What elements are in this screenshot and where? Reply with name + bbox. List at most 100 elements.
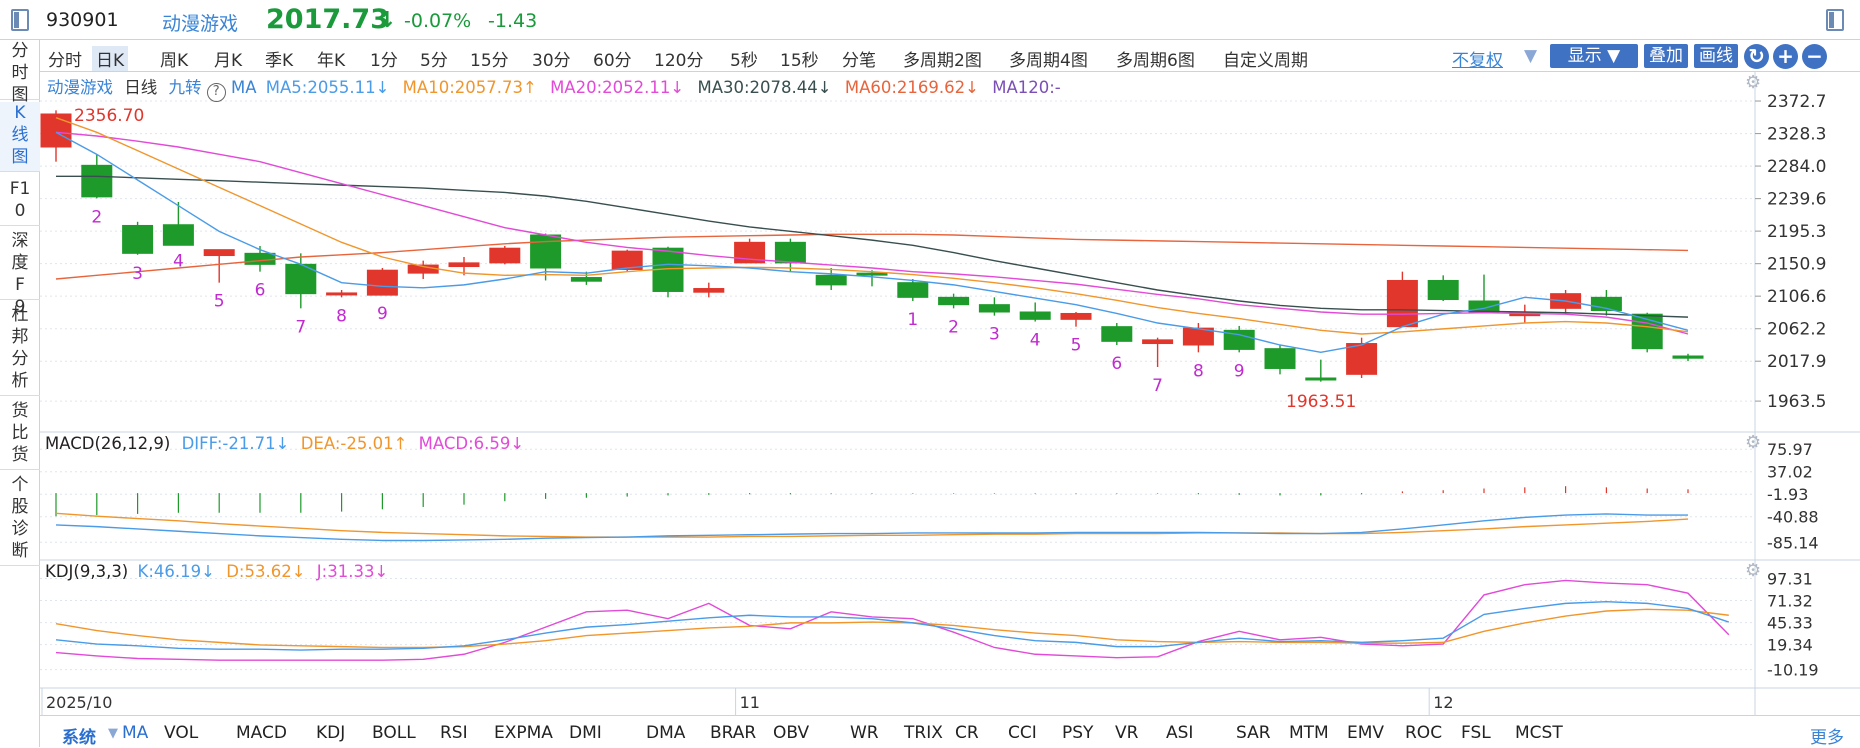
stock-name[interactable]: 动漫游戏 — [162, 13, 239, 35]
kdj-d: D:53.62↓ — [226, 562, 306, 581]
zoom-out-icon[interactable]: − — [1802, 44, 1827, 69]
tab-30min[interactable]: 30分 — [532, 51, 571, 71]
tab-tick[interactable]: 分笔 — [842, 51, 876, 71]
kdj-k: K:46.19↓ — [137, 562, 215, 581]
indicator-tab-sar[interactable]: SAR — [1236, 723, 1271, 743]
legend-nine-turn[interactable]: 九转 — [168, 78, 202, 97]
indicator-tab-cci[interactable]: CCI — [1008, 723, 1037, 743]
nine-turn-number: 7 — [1152, 376, 1163, 396]
adjust-dropdown-icon[interactable]: ▼ — [1524, 46, 1538, 66]
sidebar-item-label: K线图 — [11, 103, 29, 167]
candle-body — [203, 249, 235, 257]
nine-turn-number: 4 — [1030, 331, 1041, 351]
indicator-tab-mtm[interactable]: MTM — [1289, 723, 1329, 743]
tab-timeshare[interactable]: 分时 — [48, 51, 82, 71]
date-label: 12 — [1433, 693, 1453, 712]
macd-title[interactable]: MACD(26,12,9) — [45, 434, 171, 453]
refresh-icon[interactable]: ↻ — [1744, 44, 1769, 69]
legend-ma-label[interactable]: MA — [231, 78, 257, 97]
panel-toggle-icon[interactable] — [11, 9, 29, 31]
candle-body — [1468, 300, 1500, 313]
panel-toggle-right-icon[interactable] — [1826, 9, 1844, 31]
sidebar-item-diagnosis[interactable]: 个股诊断 — [0, 472, 40, 566]
indicator-tab-fsl[interactable]: FSL — [1461, 723, 1491, 743]
tab-15sec[interactable]: 15秒 — [780, 51, 819, 71]
help-icon[interactable]: ? — [206, 83, 226, 102]
sidebar-item-depth[interactable]: 深度F9 — [0, 230, 40, 317]
sidebar-item-label: 深度F9 — [11, 231, 29, 317]
indicator-tab-boll[interactable]: BOLL — [372, 723, 416, 743]
candle-body — [1305, 377, 1337, 381]
tab-weekly[interactable]: 周K — [160, 51, 189, 71]
system-tab[interactable]: 系统 — [62, 728, 96, 748]
tab-monthly[interactable]: 月K — [214, 51, 243, 71]
indicator-tab-vr[interactable]: VR — [1115, 723, 1139, 743]
kdj-axis-label: -10.19 — [1767, 661, 1819, 680]
tab-5sec[interactable]: 5秒 — [730, 51, 758, 71]
tab-multi2[interactable]: 多周期2图 — [903, 51, 982, 71]
tab-5min[interactable]: 5分 — [420, 51, 448, 71]
indicator-tab-kdj[interactable]: KDJ — [316, 723, 346, 743]
macd-diff-line — [55, 513, 1688, 542]
sidebar-item-f10[interactable]: F10 — [0, 176, 40, 226]
indicator-tab-rsi[interactable]: RSI — [440, 723, 468, 743]
indicator-tab-cr[interactable]: CR — [955, 723, 979, 743]
ma60-line — [55, 233, 1689, 280]
indicator-tab-wr[interactable]: WR — [850, 723, 879, 743]
indicator-tab-mcst[interactable]: MCST — [1515, 723, 1563, 743]
candle-body — [366, 269, 398, 296]
candle-body — [1427, 279, 1459, 301]
tab-60min[interactable]: 60分 — [593, 51, 632, 71]
indicator-tab-brar[interactable]: BRAR — [710, 723, 757, 743]
tab-multi6[interactable]: 多周期6图 — [1116, 51, 1195, 71]
tab-yearly[interactable]: 年K — [317, 51, 346, 71]
indicator-tab-trix[interactable]: TRIX — [904, 723, 943, 743]
indicator-tab-roc[interactable]: ROC — [1405, 723, 1443, 743]
tab-15min[interactable]: 15分 — [470, 51, 509, 71]
legend-ma5: MA5:2055.11↓ — [265, 78, 390, 97]
tab-custom-period[interactable]: 自定义周期 — [1223, 51, 1308, 71]
indicator-tab-vol[interactable]: VOL — [164, 723, 199, 743]
legend-name[interactable]: 动漫游戏 — [47, 78, 113, 97]
sidebar-item-timeshare[interactable]: 分时图 — [0, 40, 40, 105]
draw-button[interactable]: 画线 — [1694, 44, 1738, 68]
main-settings-gear-icon[interactable]: ⚙ — [1745, 72, 1762, 93]
more-button[interactable]: 更多 — [1810, 728, 1844, 748]
sidebar-item-dupont[interactable]: 杜邦分析 — [0, 302, 40, 396]
indicator-tab-asi[interactable]: ASI — [1166, 723, 1194, 743]
indicator-tab-macd[interactable]: MACD — [236, 723, 287, 743]
nine-turn-number: 1 — [907, 310, 918, 330]
kdj-title[interactable]: KDJ(9,3,3) — [45, 562, 129, 581]
indicator-tab-obv[interactable]: OBV — [773, 723, 810, 743]
display-button[interactable]: 显示 ▼ — [1550, 44, 1638, 68]
price-axis-label: 2328.3 — [1767, 125, 1826, 145]
tab-quarterly[interactable]: 季K — [265, 51, 294, 71]
candle-body — [244, 252, 276, 265]
sidebar-item-label: 杜邦分析 — [11, 305, 29, 391]
nine-turn-number: 4 — [173, 251, 184, 271]
overlay-button[interactable]: 叠加 — [1644, 44, 1688, 68]
tab-120min[interactable]: 120分 — [654, 51, 704, 71]
sidebar-item-kline[interactable]: K线图 — [0, 102, 40, 172]
indicator-tab-dmi[interactable]: DMI — [569, 723, 602, 743]
indicator-tab-ma[interactable]: MA — [122, 723, 149, 743]
indicator-tab-expma[interactable]: EXPMA — [494, 723, 553, 743]
nine-turn-number: 2 — [948, 317, 959, 337]
sidebar-item-compare[interactable]: 货比货 — [0, 400, 40, 470]
tab-daily[interactable]: 日K — [92, 46, 129, 71]
indicator-tab-emv[interactable]: EMV — [1347, 723, 1385, 743]
candle-body — [1060, 312, 1092, 320]
indicator-tab-dma[interactable]: DMA — [646, 723, 686, 743]
zoom-in-icon[interactable]: + — [1773, 44, 1798, 69]
macd-settings-gear-icon[interactable]: ⚙ — [1745, 432, 1762, 453]
adjust-select[interactable]: 不复权 — [1452, 51, 1503, 71]
tab-multi4[interactable]: 多周期4图 — [1009, 51, 1088, 71]
system-dropdown-icon[interactable]: ▼ — [108, 726, 118, 741]
kdj-settings-gear-icon[interactable]: ⚙ — [1745, 560, 1762, 581]
date-label: 2025/10 — [46, 693, 112, 712]
indicator-tab-psy[interactable]: PSY — [1062, 723, 1094, 743]
ma30-line — [56, 175, 1689, 318]
tab-1min[interactable]: 1分 — [370, 51, 398, 71]
sidebar-item-label: F10 — [9, 179, 31, 221]
